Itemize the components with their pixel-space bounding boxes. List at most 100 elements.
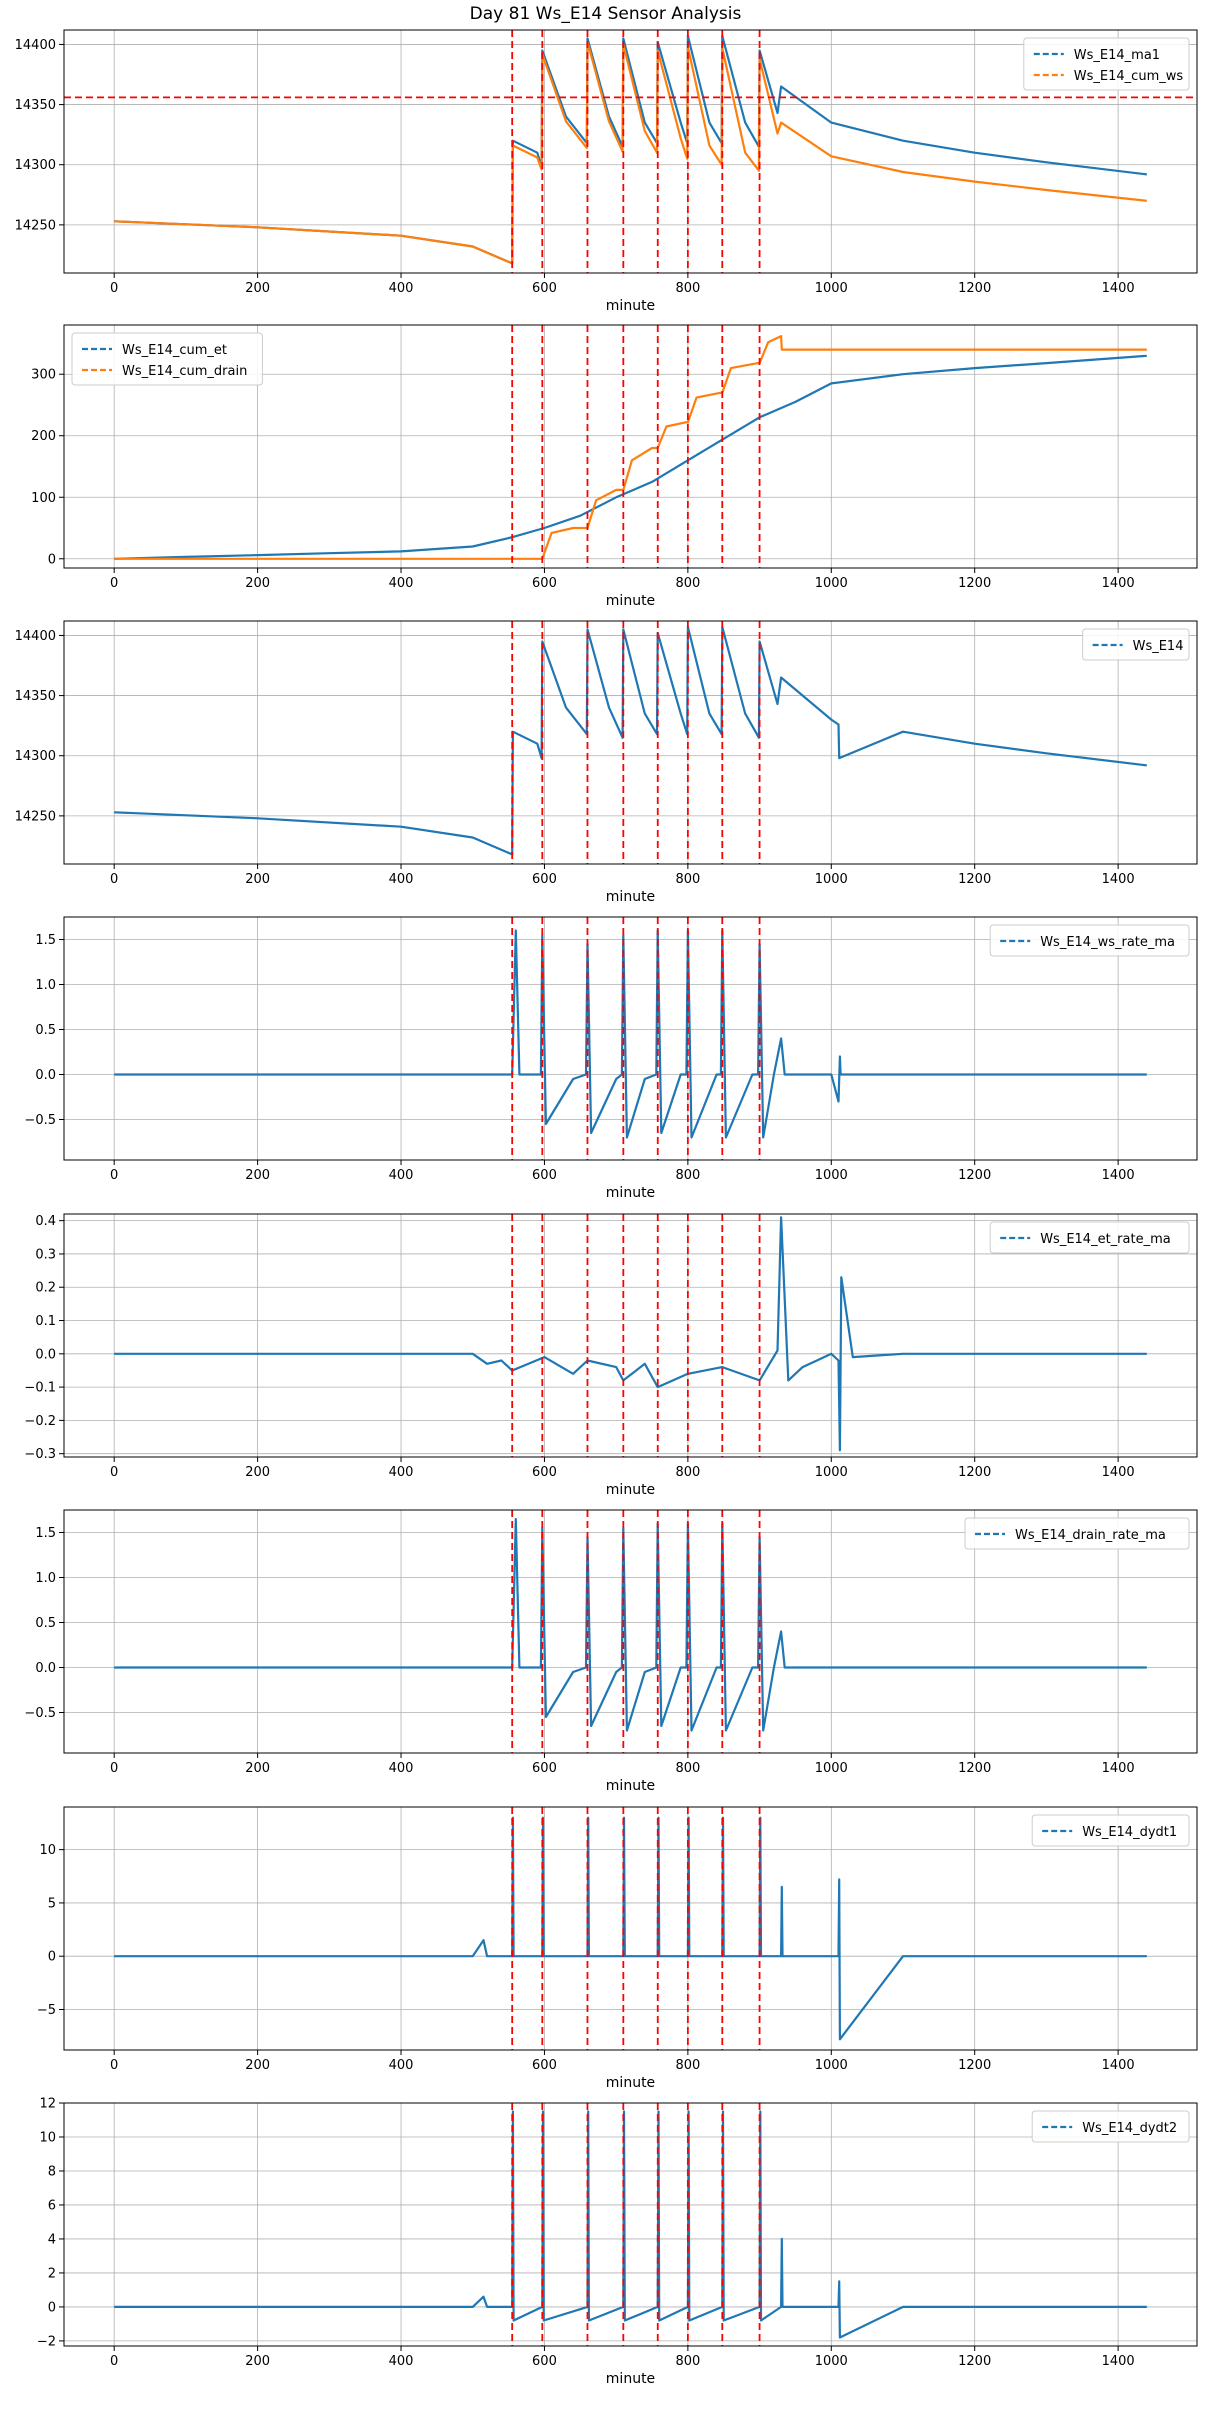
legend-box [1031,1814,1190,1847]
x-tick-label: 200 [245,1465,270,1480]
x-tick-label: 600 [532,1465,557,1480]
x-tick-label: 1200 [958,281,991,296]
x-tick-label: 1000 [815,576,848,591]
x-tick-label: 400 [389,2354,414,2369]
y-tick-label: 100 [31,491,56,506]
legend: Ws_E14_cum_et Ws_E14_cum_drain [71,332,263,386]
x-tick-label: 600 [532,281,557,296]
x-tick-label: 1200 [958,1168,991,1183]
x-tick-label: 1200 [958,2354,991,2369]
x-tick-label: 1000 [815,1168,848,1183]
x-tick-label: 1400 [1102,1168,1135,1183]
legend: Ws_E14_et_rate_ma [989,1221,1190,1254]
y-tick-label: 200 [31,429,56,444]
x-tick-label: 400 [389,1168,414,1183]
axes-frame [63,1213,1198,1458]
legend: Ws_E14_dydt2 [1031,2110,1190,2143]
legend-box [989,1221,1190,1254]
y-tick-label: 14400 [15,38,56,53]
x-tick-label: 0 [110,1761,118,1776]
x-tick-label: 200 [245,1761,270,1776]
axes-frame [63,620,1198,865]
y-tick-label: 8 [48,2164,56,2179]
y-tick-label: 14300 [15,749,56,764]
y-tick-label: 2 [48,2266,56,2281]
series-line-Ws_E14_cum_et [114,354,1147,560]
y-tick-label: 0.0 [35,1661,56,1676]
x-tick-label: 0 [110,872,118,887]
x-axis-label: minute [606,298,655,314]
y-tick-label: 10 [39,1843,56,1858]
legend-label: Ws_E14_cum_ws [1074,69,1184,84]
legend: Ws_E14_dydt1 [1031,1814,1190,1847]
y-tick-label: 12 [39,2097,56,2112]
legend-label: Ws_E14_drain_rate_ma [1015,1528,1166,1543]
y-tick-label: 1.0 [35,978,56,993]
legend-label: Ws_E14_dydt1 [1082,1825,1177,1840]
series-line-Ws_E14_dydt1 [114,1816,1147,2041]
y-tick-label: 0.5 [35,1616,56,1631]
x-tick-label: 800 [675,2354,700,2369]
x-axis-label: minute [606,889,655,905]
plot-area [114,325,1147,568]
x-tick-label: 1000 [815,2354,848,2369]
y-tick-label: 5 [48,1896,56,1911]
legend-box [71,332,263,386]
series-line-Ws_E14_dydt2 [114,2110,1147,2339]
subplot-1: 0 200 400 600 800 1000 1200 1400 14250 14300 14350… [15,29,1198,314]
plot-area [114,1807,1147,2050]
x-tick-label: 0 [110,1168,118,1183]
x-tick-label: 0 [110,2058,118,2073]
x-tick-label: 800 [675,2058,700,2073]
x-tick-label: 200 [245,872,270,887]
x-tick-label: 1400 [1102,1465,1135,1480]
x-tick-label: 800 [675,872,700,887]
y-tick-label: 0.5 [35,1023,56,1038]
y-tick-label: 14250 [15,809,56,824]
x-tick-label: 800 [675,1168,700,1183]
plot-area [114,917,1147,1160]
x-tick-label: 800 [675,1761,700,1776]
x-tick-label: 0 [110,2354,118,2369]
figure-title: Day 81 Ws_E14 Sensor Analysis [469,4,742,24]
x-axis-label: minute [606,593,655,609]
y-tick-label: 0.0 [35,1347,56,1362]
plot-area [114,1214,1147,1457]
axes-frame [63,324,1198,569]
x-tick-label: 0 [110,576,118,591]
x-tick-label: 0 [110,281,118,296]
legend: Ws_E14_drain_rate_ma [964,1517,1190,1550]
x-tick-label: 1000 [815,281,848,296]
x-tick-label: 200 [245,281,270,296]
x-tick-label: 200 [245,1168,270,1183]
y-tick-label: 1.0 [35,1571,56,1586]
y-tick-label: 14350 [15,689,56,704]
x-tick-label: 400 [389,576,414,591]
y-tick-label: 14400 [15,629,56,644]
legend-label: Ws_E14_cum_et [122,343,227,358]
x-axis-label: minute [606,1482,655,1498]
x-tick-label: 200 [245,576,270,591]
x-tick-label: 1000 [815,872,848,887]
plot-area [114,2103,1147,2346]
y-tick-label: 6 [48,2198,56,2213]
x-tick-label: 600 [532,2354,557,2369]
y-tick-label: 300 [31,368,56,383]
y-tick-label: −0.5 [24,1113,56,1128]
plot-area [114,621,1147,864]
series-line-Ws_E14_cum_ws [114,40,1147,265]
x-tick-label: 600 [532,1168,557,1183]
y-tick-label: 0.4 [35,1214,56,1229]
x-axis-label: minute [606,1778,655,1794]
x-tick-label: 1200 [958,2058,991,2073]
x-axis-label: minute [606,2075,655,2091]
x-tick-label: 1200 [958,1761,991,1776]
axes-frame [63,29,1198,274]
y-tick-label: 10 [39,2130,56,2145]
x-tick-label: 800 [675,576,700,591]
series-line-Ws_E14_cum_drain [114,335,1147,560]
plot-area [114,1510,1147,1753]
x-axis-label: minute [606,1185,655,1201]
